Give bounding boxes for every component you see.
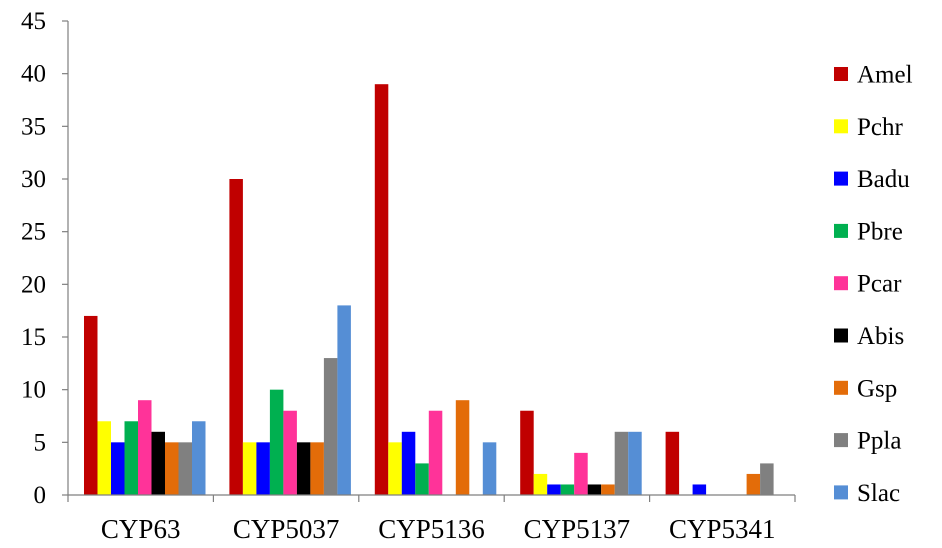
- y-tick-label: 35: [21, 113, 46, 140]
- x-tick-label: CYP5341: [669, 514, 776, 544]
- bar-gsp-cyp63: [165, 442, 179, 495]
- legend-item-abis: Abis: [834, 323, 904, 350]
- legend-swatch: [834, 119, 848, 134]
- bar-gsp-cyp5137: [601, 484, 615, 495]
- x-tick-label: CYP5037: [233, 514, 340, 544]
- bar-badu-cyp5037: [256, 442, 270, 495]
- legend-item-badu: Badu: [834, 166, 910, 193]
- legend-swatch: [834, 328, 848, 343]
- bar-pbre-cyp5136: [415, 463, 429, 495]
- bar-ppla-cyp5137: [614, 431, 629, 495]
- y-tick-label: 10: [21, 377, 46, 404]
- x-tick-label: CYP63: [101, 514, 181, 544]
- legend-item-slac: Slac: [834, 480, 900, 507]
- bar-ppla-cyp5037: [323, 358, 338, 495]
- legend-label: Pcar: [857, 271, 902, 298]
- y-tick-label: 25: [21, 219, 46, 246]
- bar-badu-cyp5137: [547, 484, 561, 495]
- legend-swatch: [834, 485, 848, 500]
- bar-badu-cyp5136: [401, 431, 416, 495]
- legend-item-amel: Amel: [834, 62, 913, 89]
- bar-slac-cyp63: [192, 421, 206, 495]
- legend-swatch: [834, 433, 848, 448]
- legend-item-pbre: Pbre: [834, 218, 903, 245]
- legend-swatch: [834, 171, 848, 186]
- bar-gsp-cyp5136: [455, 400, 470, 495]
- legend-item-gsp: Gsp: [834, 375, 897, 402]
- legend-label: Abis: [857, 323, 904, 350]
- legend: Amel Pchr Badu Pbre Pcar Abis Gsp Ppla Slac: [834, 62, 913, 507]
- legend-label: Pbre: [857, 218, 903, 245]
- legend-label: Pchr: [857, 114, 904, 141]
- bar-pcar-cyp5136: [428, 410, 443, 495]
- bar-badu-cyp5341: [692, 484, 707, 495]
- y-tick-label: 15: [21, 324, 46, 351]
- legend-item-ppla: Ppla: [834, 428, 901, 455]
- legend-label: Slac: [857, 480, 900, 507]
- y-tick-label: 20: [21, 271, 46, 298]
- legend-item-pcar: Pcar: [834, 271, 902, 298]
- plot-area: [84, 84, 774, 495]
- x-axis: CYP63 CYP5037 CYP5136 CYP5137 CYP5341: [67, 494, 796, 544]
- y-tick-label: 5: [34, 429, 47, 456]
- bar-ppla-cyp5341: [760, 463, 774, 495]
- bar-pchr-cyp63: [97, 421, 111, 495]
- bar-pchr-cyp5137: [533, 473, 548, 495]
- bar-slac-cyp5136: [482, 442, 497, 495]
- y-axis: 0 5 10 15 20 25 30 35 40 45: [21, 8, 69, 509]
- y-tick-label: 0: [34, 482, 47, 509]
- bar-amel-cyp5037: [229, 179, 243, 495]
- bar-abis-cyp5137: [587, 484, 602, 495]
- legend-label: Ppla: [857, 428, 901, 455]
- legend-swatch: [834, 276, 848, 291]
- bar-pbre-cyp5137: [560, 484, 575, 495]
- y-tick-label: 45: [21, 8, 46, 35]
- legend-item-pchr: Pchr: [834, 114, 904, 141]
- bar-slac-cyp5137: [628, 431, 642, 495]
- bar-amel-cyp63: [84, 315, 98, 495]
- bar-gsp-cyp5341: [746, 473, 761, 495]
- bar-gsp-cyp5037: [310, 442, 324, 495]
- bar-pcar-cyp63: [138, 400, 152, 495]
- y-tick-label: 30: [21, 166, 46, 193]
- legend-label: Gsp: [857, 375, 897, 402]
- bar-pchr-cyp5037: [242, 442, 257, 495]
- bar-ppla-cyp63: [178, 442, 192, 495]
- bar-pbre-cyp63: [124, 421, 138, 495]
- y-tick-label: 40: [21, 61, 46, 88]
- bar-abis-cyp5037: [296, 442, 311, 495]
- bar-badu-cyp63: [111, 442, 125, 495]
- bar-amel-cyp5341: [665, 431, 680, 495]
- bar-abis-cyp63: [151, 431, 165, 495]
- bar-slac-cyp5037: [337, 305, 351, 495]
- bar-amel-cyp5136: [374, 84, 389, 495]
- bar-pbre-cyp5037: [269, 389, 284, 495]
- bar-pcar-cyp5037: [283, 410, 297, 495]
- x-tick-label: CYP5137: [524, 514, 631, 544]
- legend-label: Amel: [857, 62, 913, 89]
- legend-swatch: [834, 380, 848, 395]
- legend-swatch: [834, 67, 848, 81]
- x-tick-label: CYP5136: [378, 514, 485, 544]
- bar-pchr-cyp5136: [388, 442, 402, 495]
- bar-amel-cyp5137: [520, 410, 534, 495]
- legend-swatch: [834, 223, 848, 238]
- bar-pcar-cyp5137: [574, 452, 588, 495]
- legend-label: Badu: [857, 166, 910, 193]
